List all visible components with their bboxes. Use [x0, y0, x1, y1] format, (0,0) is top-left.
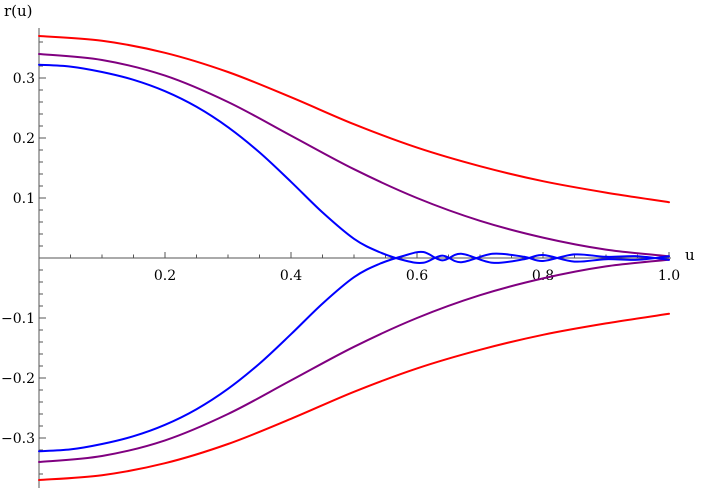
x-tick-label: 0.2 [154, 268, 176, 284]
y-tick-label: 0.2 [13, 131, 35, 147]
series-line [38, 63, 670, 265]
series-line [38, 312, 670, 481]
x-tick-label: 0.4 [280, 268, 302, 284]
series-line [38, 250, 670, 453]
x-axis-ticks: 0.2 0.4 0.6 0.8 1.0 [70, 252, 680, 284]
y-tick-label: −0.3 [1, 431, 35, 447]
x-axis-label: u [685, 246, 695, 264]
y-axis-label: r(u) [4, 2, 33, 20]
y-tick-label: −0.1 [1, 311, 35, 327]
x-tick-label: 0.6 [406, 268, 428, 284]
series-line [38, 258, 670, 463]
x-tick-label: 1.0 [658, 268, 680, 284]
series-line [38, 35, 670, 204]
y-tick-label: −0.2 [1, 371, 35, 387]
y-axis-ticks: 0.3 0.2 0.1 −0.1 −0.2 −0.3 [1, 41, 46, 475]
y-tick-label: 0.1 [13, 191, 35, 207]
axes: 0.2 0.4 0.6 0.8 1.0 0.30.20.1−0.1−0.2−0.3 [1, 28, 680, 488]
series-line [38, 53, 670, 258]
series-layer [38, 35, 670, 481]
y-tick-label: 0.3 [13, 71, 35, 87]
